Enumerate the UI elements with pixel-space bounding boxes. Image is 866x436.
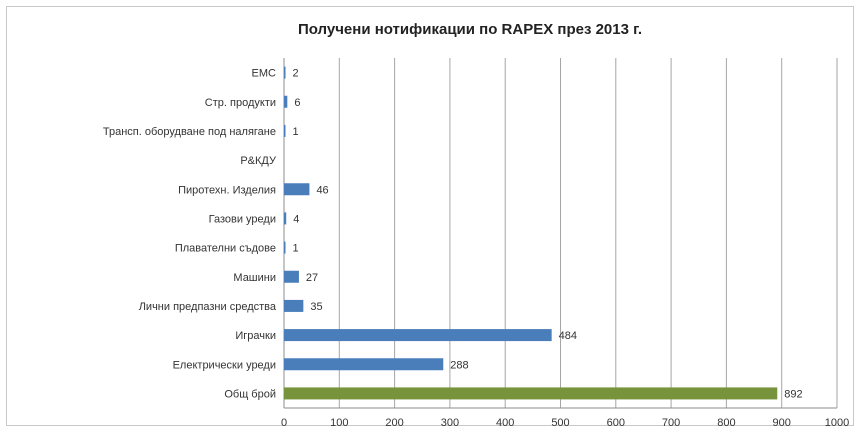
bar xyxy=(284,387,778,400)
category-label: Трансп. оборудване под налягане xyxy=(103,126,276,138)
data-label: 46 xyxy=(316,184,328,196)
category-label: Р&КДУ xyxy=(240,155,277,167)
data-label: 6 xyxy=(294,97,300,109)
bar xyxy=(284,329,552,342)
category-label: Машини xyxy=(233,272,276,284)
x-tick-label: 0 xyxy=(281,417,287,429)
data-label: 4 xyxy=(293,213,299,225)
bar xyxy=(284,241,286,254)
chart-title: Получени нотификации по RAPEX през 2013 … xyxy=(297,21,643,38)
bar xyxy=(284,66,286,79)
bar xyxy=(284,212,287,225)
category-label: Играчки xyxy=(235,330,276,342)
data-label: 288 xyxy=(450,359,468,371)
chart-frame: Получени нотификации по RAPEX през 2013 … xyxy=(6,6,854,426)
data-label: 1 xyxy=(293,243,299,255)
data-label: 27 xyxy=(306,272,318,284)
category-label: Лични предпазни средства xyxy=(139,301,277,313)
x-tick-label: 1000 xyxy=(825,417,849,429)
bar xyxy=(284,95,288,108)
category-label: Пиротехн. Изделия xyxy=(178,184,276,196)
data-label: 484 xyxy=(559,330,577,342)
x-tick-label: 500 xyxy=(551,417,569,429)
category-label: Общ брой xyxy=(224,388,276,400)
category-label: Електрически уреди xyxy=(173,359,276,371)
x-tick-label: 600 xyxy=(607,417,625,429)
bar xyxy=(284,299,304,312)
data-label: 35 xyxy=(310,301,322,313)
x-tick-label: 800 xyxy=(717,417,735,429)
x-tick-label: 200 xyxy=(385,417,403,429)
bar xyxy=(284,270,299,283)
bar xyxy=(284,183,310,196)
x-tick-label: 300 xyxy=(441,417,459,429)
bar xyxy=(284,124,286,137)
data-label: 892 xyxy=(784,388,802,400)
category-label: Стр. продукти xyxy=(205,97,276,109)
bar xyxy=(284,358,444,371)
x-tick-label: 700 xyxy=(662,417,680,429)
category-label: Газови уреди xyxy=(209,213,276,225)
data-label: 1 xyxy=(293,126,299,138)
x-tick-label: 100 xyxy=(330,417,348,429)
data-label: 2 xyxy=(293,68,299,80)
category-label: ЕМС xyxy=(252,68,277,80)
category-label: Плавателни съдове xyxy=(175,243,276,255)
x-tick-label: 400 xyxy=(496,417,514,429)
x-tick-label: 900 xyxy=(773,417,791,429)
